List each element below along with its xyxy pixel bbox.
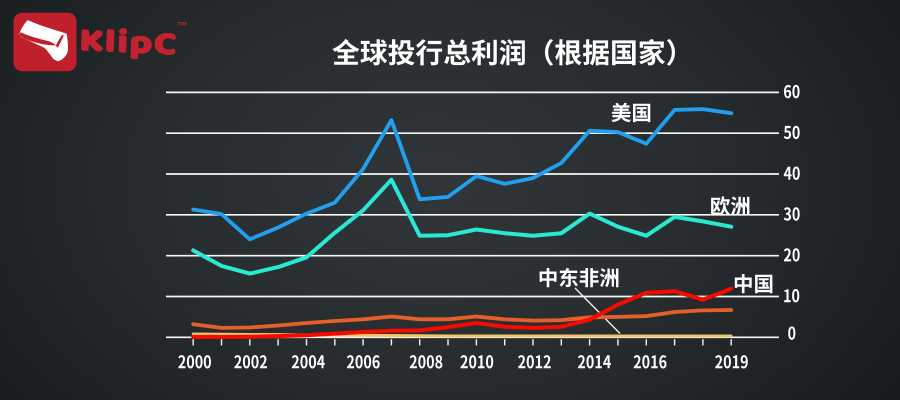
svg-text:™: ™ (177, 21, 188, 33)
